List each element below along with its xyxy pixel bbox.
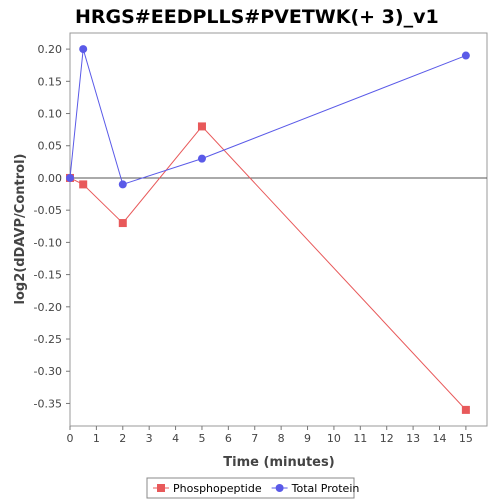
- x-tick-label: 10: [327, 432, 341, 445]
- phosphopeptide-point: [197, 122, 206, 131]
- y-tick-label: -0.05: [34, 204, 62, 217]
- x-tick-label: 12: [380, 432, 394, 445]
- x-tick-label: 8: [278, 432, 285, 445]
- y-tick-label: -0.25: [34, 333, 62, 346]
- x-tick-label: 9: [304, 432, 311, 445]
- x-tick-label: 4: [172, 432, 179, 445]
- y-tick-label: -0.20: [34, 301, 62, 314]
- legend-box: [146, 477, 355, 499]
- x-tick-label: 11: [353, 432, 367, 445]
- total-protein-point: [79, 45, 88, 54]
- legend-total-protein-label: Total Protein: [291, 482, 360, 495]
- x-tick-label: 6: [225, 432, 232, 445]
- total-protein-point: [197, 154, 206, 163]
- total-protein-point: [118, 180, 127, 189]
- y-tick-label: 0.05: [38, 140, 63, 153]
- legend: Phosphopeptide Total Protein: [146, 477, 360, 499]
- x-axis: 0 1 2 3 4 5 6 7 8 9 10 11 12 13 14 15: [67, 426, 473, 445]
- chart-title: HRGS#EEDPLLS#PVETWK(+ 3)_v1: [75, 6, 439, 28]
- plot-area: [69, 32, 488, 427]
- legend-phosphopeptide-marker: [157, 484, 165, 492]
- x-tick-label: 0: [67, 432, 74, 445]
- x-tick-label: 2: [119, 432, 126, 445]
- y-tick-label: -0.15: [34, 269, 62, 282]
- x-axis-label: Time (minutes): [223, 455, 334, 470]
- legend-phosphopeptide-label: Phosphopeptide: [173, 482, 262, 495]
- y-tick-label: -0.35: [34, 397, 62, 410]
- x-tick-label: 5: [198, 432, 205, 445]
- y-axis: -0.35 -0.30 -0.25 -0.20 -0.15 -0.10 -0.05 0.00 0…: [34, 43, 70, 410]
- y-tick-label: 0.15: [38, 75, 63, 88]
- x-tick-label: 3: [146, 432, 153, 445]
- y-tick-label: 0.00: [38, 172, 63, 185]
- phosphopeptide-point: [79, 180, 88, 189]
- x-tick-label: 15: [459, 432, 473, 445]
- x-tick-label: 14: [432, 432, 446, 445]
- phosphopeptide-point: [461, 405, 470, 414]
- x-tick-label: 13: [406, 432, 420, 445]
- y-tick-label: 0.20: [38, 43, 63, 56]
- y-tick-label: 0.10: [38, 108, 63, 121]
- series-layer: [66, 45, 470, 414]
- x-tick-label: 7: [251, 432, 258, 445]
- y-axis-label: log2(dDAVP/Control): [13, 154, 28, 305]
- y-tick-label: -0.10: [34, 236, 62, 249]
- phosphopeptide-point: [118, 219, 127, 228]
- legend-total-protein-marker: [275, 484, 284, 492]
- total-protein-point: [66, 173, 74, 182]
- x-tick-label: 1: [93, 432, 100, 445]
- y-tick-label: -0.30: [34, 365, 62, 378]
- total-protein-point: [461, 51, 470, 60]
